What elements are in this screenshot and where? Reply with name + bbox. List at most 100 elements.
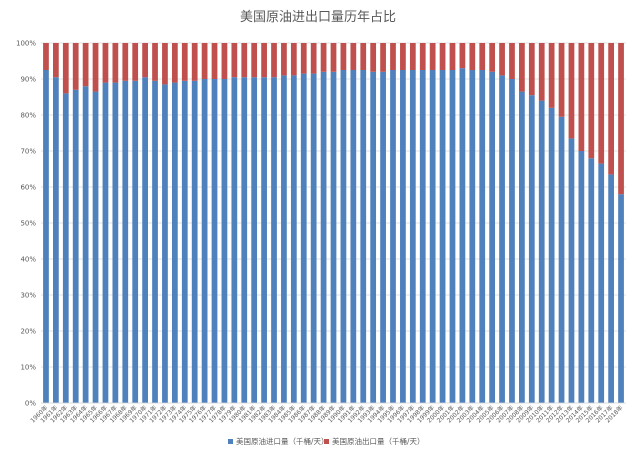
bar-export-share [62, 43, 69, 94]
legend: 美国原油进口量（千桶/天） 美国原油出口量（千桶/天） [228, 436, 425, 446]
y-tick-label: 50% [20, 220, 36, 228]
bar-export-share [162, 43, 168, 85]
y-tick-label: 90% [20, 76, 36, 84]
bar-import-share [281, 75, 287, 404]
bar-export-share [290, 43, 297, 76]
bar-export-share [469, 43, 476, 70]
bar-import-share [82, 86, 89, 403]
bar-import-share [499, 75, 505, 404]
bar-export-share [350, 43, 357, 70]
bar-import-share [231, 77, 238, 403]
bar-export-share [112, 43, 119, 83]
bar-import-share [528, 95, 535, 403]
bar-import-share [519, 91, 525, 403]
y-tick-label: 40% [20, 256, 36, 264]
bar-export-share [380, 43, 386, 72]
bar-export-share [82, 43, 89, 87]
y-tick-label: 30% [20, 292, 36, 300]
bar-export-share [181, 43, 188, 81]
y-axis: 0% 10% 20% 30% 40% 50% 60% 70% 80% 90% 100% [16, 40, 36, 408]
bar-import-share [92, 91, 99, 403]
bar-import-share [360, 70, 367, 403]
y-tick-label: 0% [25, 400, 36, 408]
bar-export-share [489, 43, 496, 72]
bar-import-share [112, 82, 119, 403]
bar-export-share [211, 43, 218, 79]
y-tick-label: 20% [20, 328, 36, 336]
bar-import-share [538, 100, 545, 403]
bar-export-share [578, 43, 585, 151]
bar-import-share [350, 70, 357, 403]
chart-title: 美国原油进出口量历年占比 [240, 10, 396, 25]
bar-import-share [271, 77, 277, 403]
bar-export-share [370, 43, 377, 72]
bar-export-share [241, 43, 248, 78]
bar-import-share [72, 89, 79, 404]
bar-export-share [588, 43, 595, 159]
y-tick-label: 60% [20, 184, 36, 192]
bar-import-share [409, 70, 416, 403]
bar-import-share [509, 79, 515, 403]
bar-import-share [400, 70, 406, 403]
bar-export-share [618, 43, 624, 195]
bar-export-share [102, 43, 109, 83]
bar-import-share [191, 80, 198, 404]
bar-export-share [271, 43, 277, 78]
bar-export-share [449, 43, 456, 70]
bar-export-share [310, 43, 317, 74]
bar-export-share [499, 43, 505, 76]
bar-export-share [538, 43, 545, 101]
bar-export-share [171, 43, 178, 83]
bar-import-share [142, 77, 148, 403]
bar-export-share [479, 43, 486, 70]
bar-import-share [479, 70, 486, 403]
bar-import-share [52, 77, 59, 403]
bar-import-share [122, 80, 129, 404]
bar-import-share [469, 70, 476, 403]
bar-import-share [618, 194, 624, 403]
bar-import-share [558, 116, 565, 404]
bar-export-share [72, 43, 79, 90]
bar-export-share [568, 43, 575, 139]
bar-export-share [261, 43, 267, 78]
bar-import-share [300, 73, 307, 403]
bar-export-share [221, 43, 228, 79]
bar-export-share [201, 43, 208, 79]
bar-export-share [519, 43, 525, 92]
y-tick-label: 70% [20, 148, 36, 156]
bar-export-share [340, 43, 347, 70]
bar-export-share [320, 43, 327, 72]
bar-import-share [320, 71, 327, 404]
y-tick-label: 80% [20, 112, 36, 120]
bar-export-share [92, 43, 99, 92]
bar-export-share [191, 43, 198, 81]
bar-export-share [360, 43, 367, 70]
bar-export-share [300, 43, 307, 74]
legend-label: 美国原油进口量（千桶/天） [236, 436, 329, 446]
bar-export-share [608, 43, 615, 175]
bar-import-share [241, 77, 248, 403]
bar-import-share [310, 73, 317, 403]
bar-import-share [429, 70, 436, 403]
bar-import-share [181, 80, 188, 404]
bar-import-share [43, 70, 49, 403]
y-tick-label: 100% [16, 40, 36, 48]
bar-import-share [390, 70, 396, 403]
bar-import-share [261, 77, 267, 403]
bar-export-share [52, 43, 59, 78]
bar-import-share [568, 138, 575, 403]
bar-export-share [439, 43, 446, 70]
bar-export-share [122, 43, 129, 81]
bar-import-share [171, 82, 178, 403]
bar-import-share [459, 68, 466, 403]
bar-import-share [578, 151, 585, 403]
bar-export-share [400, 43, 406, 70]
bar-export-share [409, 43, 416, 70]
bar-import-share [162, 84, 168, 404]
legend-label: 美国原油出口量（千桶/天） [332, 436, 425, 446]
legend-item-export: 美国原油出口量（千桶/天） [324, 436, 425, 446]
bar-import-share [251, 77, 258, 403]
bar-import-share [608, 174, 615, 403]
